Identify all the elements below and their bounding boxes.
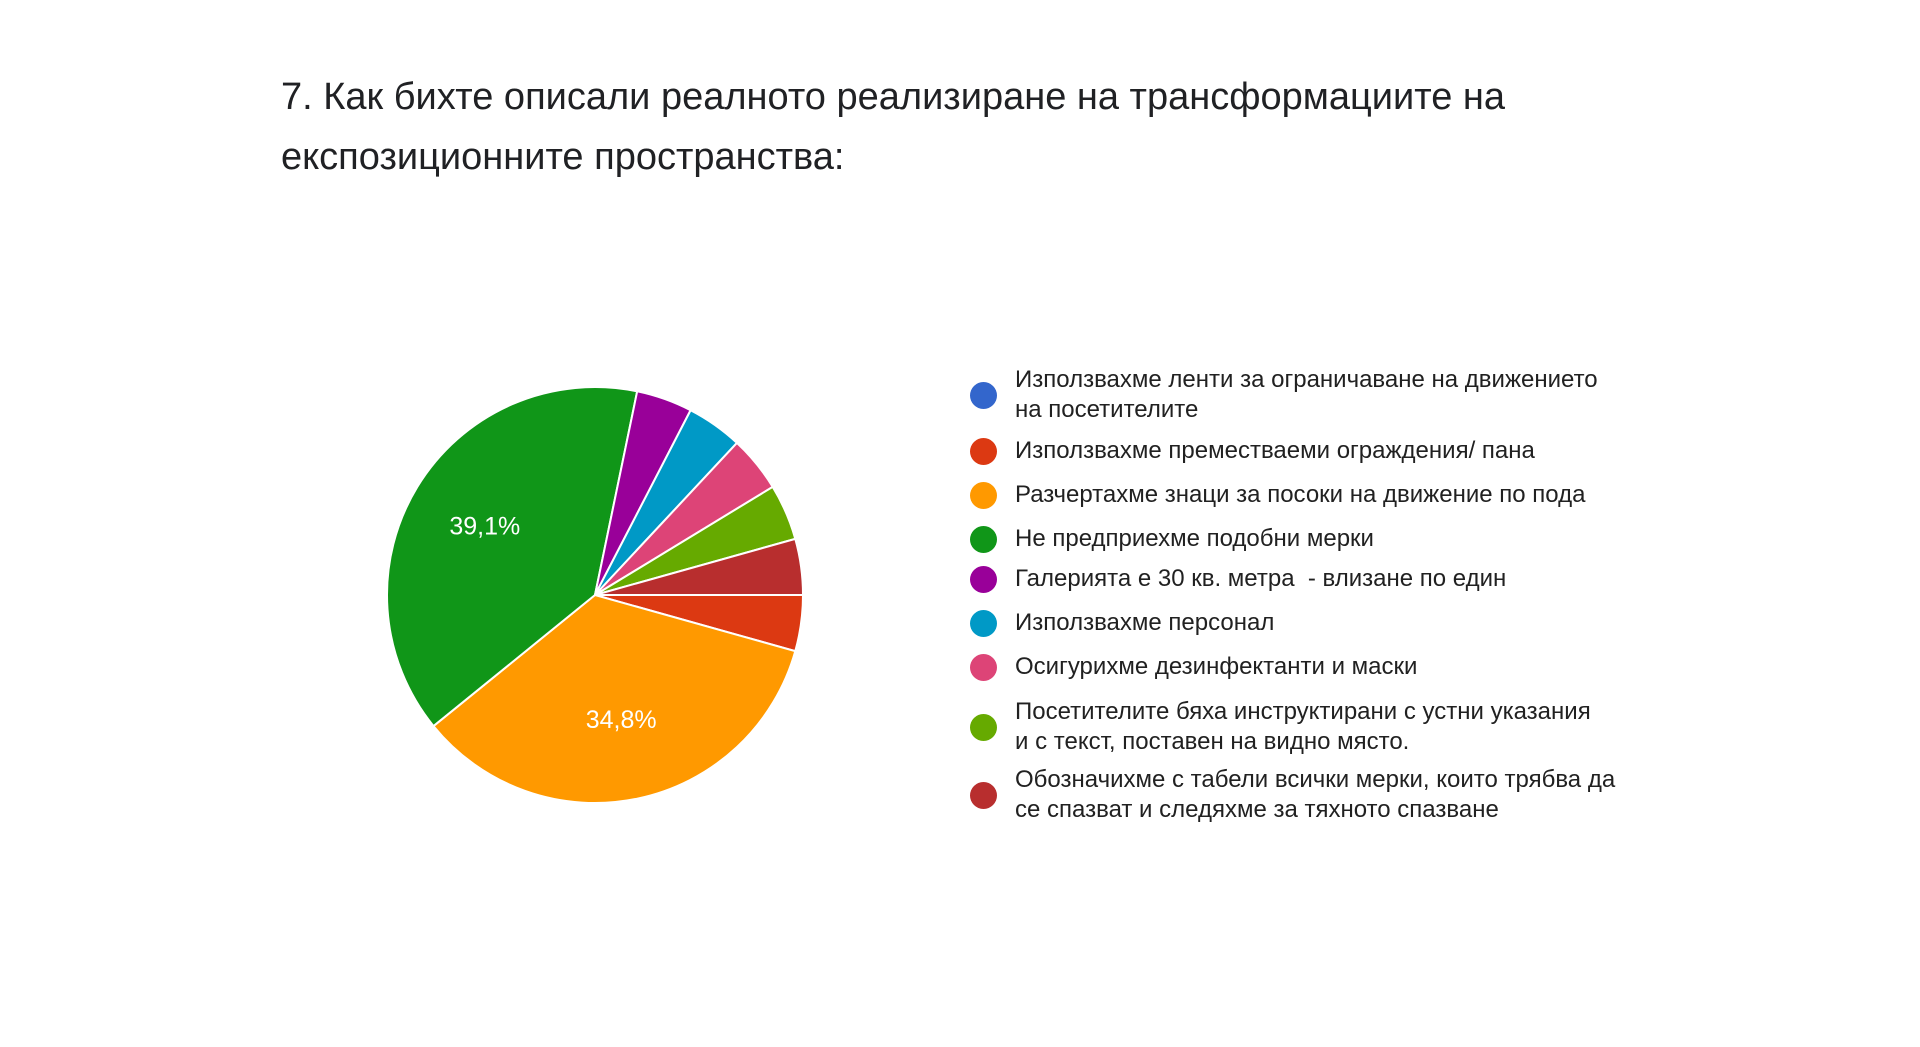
legend-label-line-1: Използвахме преместваеми ограждения/ пан… [1015,437,1535,464]
pie-slice-data-label-2: 34,8% [586,706,657,734]
legend-swatch [970,610,997,637]
legend-label-line-1: Обозначихме с табели всички мерки, които… [1015,766,1616,793]
legend-swatch [970,526,997,553]
pie-slice-data-label-3: 39,1% [449,513,520,541]
legend-swatch [970,438,997,465]
chart-title-line-2: експозиционните пространства: [281,136,845,178]
legend-label-line-1: Не предприехме подобни мерки [1015,525,1374,552]
legend-swatch [970,714,997,741]
legend-swatch [970,382,997,409]
chart-title-line-1: 7. Как бихте описали реалното реализиран… [281,76,1506,118]
pie-chart: 34,8% 39,1% [386,386,805,804]
legend-swatch [970,654,997,681]
legend-swatch [970,482,997,509]
legend-swatch [970,782,997,809]
legend-label-line-1: Осигурихме дезинфектанти и маски [1015,653,1418,680]
legend-label-line-1: Използвахме ленти за ограничаване на дви… [1015,366,1598,393]
pie-slice-8 [594,537,805,596]
pie-slice-3 [386,386,639,728]
legend-label-line-1: Посетителите бяха инструктирани с устни … [1015,698,1591,725]
legend-label-line-2: и с текст, поставен на видно място. [1015,728,1410,755]
legend-label-line-1: Галерията е 30 кв. метра - влизане по ед… [1015,565,1507,592]
legend-label-line-1: Разчертахме знаци за посоки на движение … [1015,481,1586,508]
legend-label-line-2: на посетителите [1015,396,1199,423]
legend-label-line-2: се спазват и следяхме за тяхното спазван… [1015,796,1499,823]
pie-slice-2 [432,593,797,804]
legend-swatch [970,566,997,593]
legend-label-line-1: Използвахме персонал [1015,609,1275,636]
